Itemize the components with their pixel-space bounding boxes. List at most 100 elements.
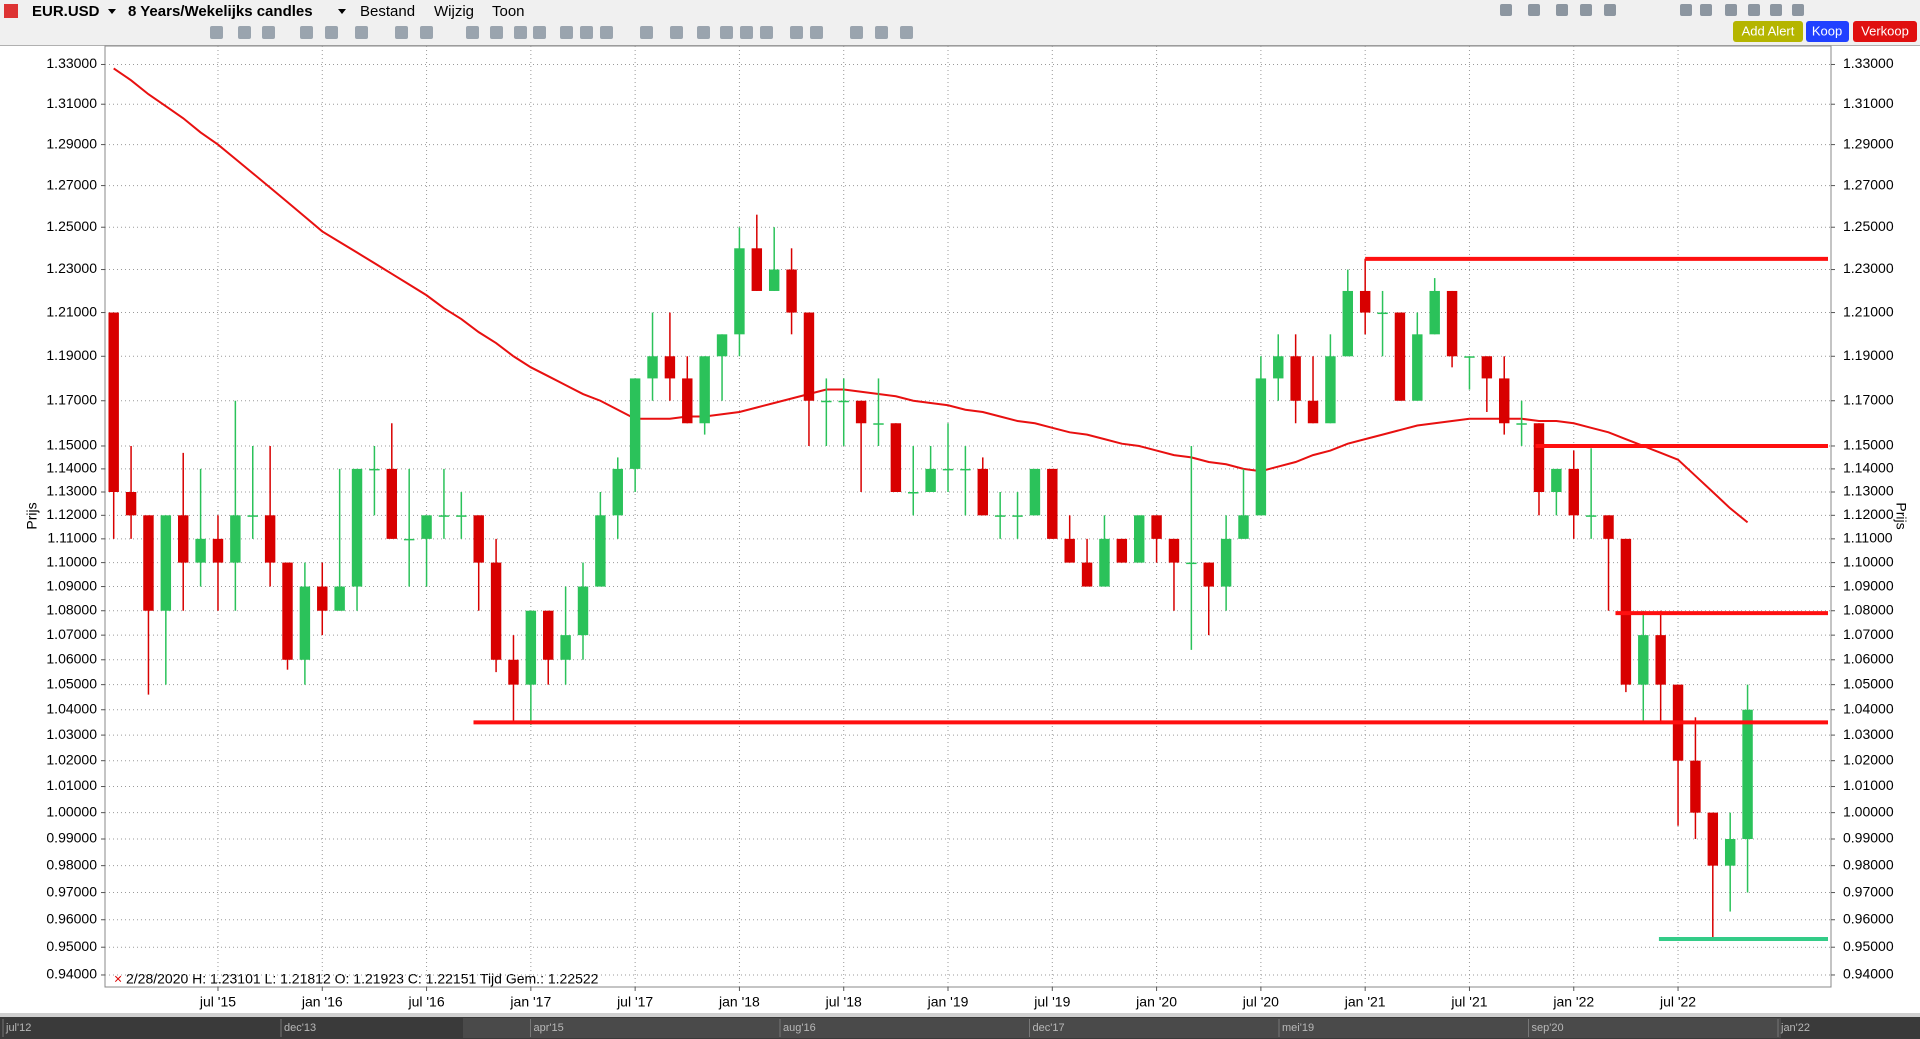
toolbar-icon[interactable]: [1500, 4, 1512, 16]
buy-button[interactable]: [1806, 21, 1849, 42]
x-tick-label: jul '21: [1450, 994, 1487, 1010]
candle-body: [143, 515, 154, 611]
toolbar-icon[interactable]: [1748, 4, 1760, 16]
y-tick-label-right: 1.04000: [1843, 700, 1894, 716]
candle-body: [1568, 468, 1579, 516]
toolbar-icon[interactable]: [760, 26, 773, 39]
y-tick-label: 1.04000: [46, 700, 97, 716]
toolbar-icon[interactable]: [740, 26, 753, 39]
y-tick-label-right: 1.13000: [1843, 483, 1894, 499]
candle-body: [1255, 378, 1267, 516]
candle-body: [1499, 378, 1510, 424]
symbol-menu[interactable]: EUR.USD: [32, 3, 100, 20]
toolbar-icon[interactable]: [1528, 4, 1540, 16]
candle-body: [682, 378, 693, 424]
candle-body: [1133, 515, 1145, 563]
menu-item[interactable]: Toon: [492, 3, 525, 20]
toolbar-icon[interactable]: [238, 26, 251, 39]
sell-button[interactable]: [1853, 21, 1917, 42]
y-tick-label: 1.19000: [46, 347, 97, 363]
x-tick-label: jan '21: [1344, 994, 1386, 1010]
toolbar-icon[interactable]: [670, 26, 683, 39]
dropdown-arrow[interactable]: [338, 9, 346, 14]
toolbar-icon[interactable]: [850, 26, 863, 39]
toolbar-icon[interactable]: [1725, 4, 1737, 16]
toolbar-icon[interactable]: [490, 26, 503, 39]
toolbar-icon[interactable]: [420, 26, 433, 39]
buy-label[interactable]: Koop: [1812, 23, 1842, 38]
toolbar-icon[interactable]: [875, 26, 888, 39]
toolbar-icon[interactable]: [325, 26, 338, 39]
toolbar-icon[interactable]: [900, 26, 913, 39]
toolbar-icon[interactable]: [466, 26, 479, 39]
toolbar-icon[interactable]: [262, 26, 275, 39]
y-tick-label: 0.97000: [46, 883, 97, 899]
menu-item[interactable]: Bestand: [360, 3, 415, 20]
candle-body: [403, 538, 415, 541]
candle-body: [855, 400, 867, 424]
candle-body: [1638, 635, 1649, 685]
toolbar-icon[interactable]: [720, 26, 733, 39]
y-tick-label: 1.02000: [46, 751, 97, 767]
candle-body: [1238, 515, 1249, 539]
toolbar-icon[interactable]: [1680, 4, 1692, 16]
navigator-label: dec'17: [1033, 1022, 1065, 1034]
y-tick-label-right: 0.97000: [1843, 883, 1894, 899]
toolbar-icon[interactable]: [395, 26, 408, 39]
candle-body: [664, 356, 676, 379]
dropdown-arrow[interactable]: [108, 9, 116, 14]
candle-body: [699, 356, 710, 424]
toolbar-icon[interactable]: [1556, 4, 1568, 16]
toolbar-icon[interactable]: [533, 26, 546, 39]
y-tick-label-right: 1.31000: [1843, 95, 1894, 111]
add-alert-button[interactable]: [1733, 21, 1803, 42]
y-tick-label: 1.03000: [46, 726, 97, 742]
plot-area: [104, 45, 1832, 988]
candle-body: [1029, 468, 1041, 516]
toolbar-icon[interactable]: [210, 26, 223, 39]
candle-body: [543, 610, 554, 660]
candle-body: [977, 468, 988, 516]
navigator-label: apr'15: [534, 1022, 564, 1034]
toolbar-icon[interactable]: [580, 26, 593, 39]
candle-body: [1099, 538, 1110, 587]
app-icon[interactable]: [4, 4, 18, 18]
y-tick-label: 1.23000: [46, 260, 97, 276]
candle-body: [873, 423, 884, 425]
toolbar-icon[interactable]: [1580, 4, 1592, 16]
y-tick-label-right: 1.21000: [1843, 303, 1894, 319]
y-tick-label: 0.94000: [46, 966, 97, 982]
info-line: 2/28/2020 H: 1.23101 L: 1.21812 O: 1.219…: [126, 971, 599, 987]
candle-body: [1203, 562, 1214, 587]
navigator-thumb[interactable]: [463, 1018, 1781, 1038]
toolbar-icon[interactable]: [1700, 4, 1712, 16]
y-tick-label-right: 1.00000: [1843, 803, 1894, 819]
period-menu[interactable]: 8 Years/Wekelijks candles: [128, 3, 313, 20]
toolbar-icon[interactable]: [560, 26, 573, 39]
toolbar-icon[interactable]: [355, 26, 368, 39]
toolbar-icon[interactable]: [1792, 4, 1804, 16]
y-tick-label-right: 1.10000: [1843, 553, 1894, 569]
candle-body: [247, 515, 258, 517]
candle-body: [490, 562, 502, 660]
sell-label[interactable]: Verkoop: [1861, 23, 1909, 38]
menu-item[interactable]: Wijzig: [434, 3, 474, 20]
toolbar-icon[interactable]: [1604, 4, 1616, 16]
candle-body: [1464, 356, 1475, 358]
candle-body: [1707, 812, 1719, 866]
toolbar-icon[interactable]: [1770, 4, 1782, 16]
toolbar-icon[interactable]: [640, 26, 653, 39]
toolbar-icon[interactable]: [600, 26, 613, 39]
candle-body: [351, 468, 363, 587]
add-alert-label[interactable]: Add Alert: [1742, 23, 1795, 38]
y-tick-label-right: 0.96000: [1843, 910, 1894, 926]
candle-body: [1290, 356, 1301, 401]
toolbar-icon[interactable]: [300, 26, 313, 39]
toolbar-icon[interactable]: [514, 26, 527, 39]
toolbar-icon[interactable]: [810, 26, 823, 39]
toolbar-icon[interactable]: [697, 26, 710, 39]
toolbar-icon[interactable]: [790, 26, 803, 39]
candle-body: [456, 515, 467, 517]
info-close[interactable]: ×: [114, 971, 122, 987]
